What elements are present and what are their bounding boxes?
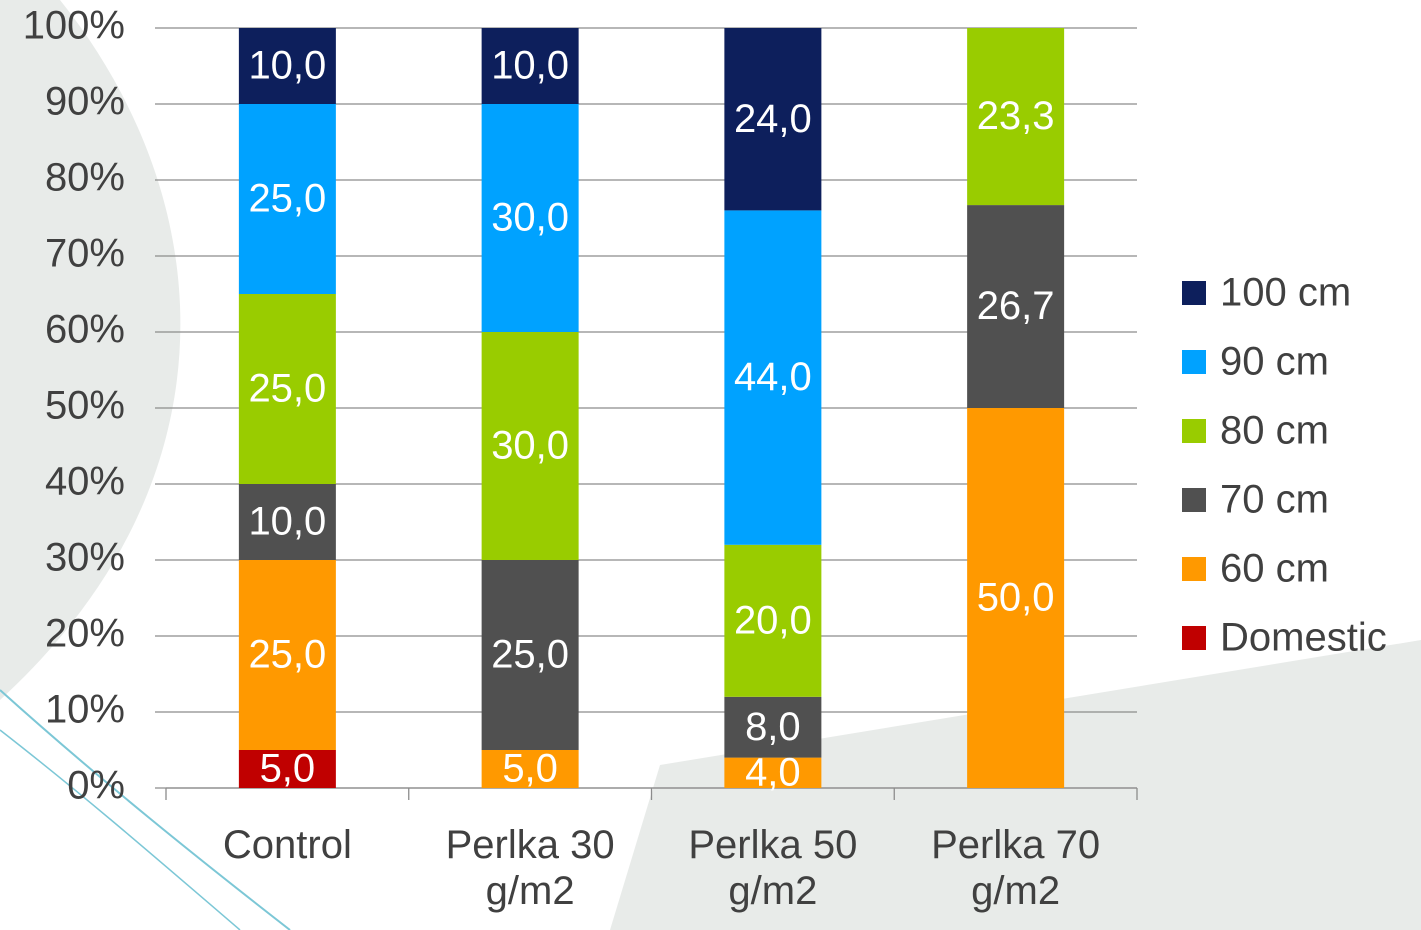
legend-label: 80 cm	[1220, 409, 1329, 453]
data-label: 50,0	[977, 576, 1055, 620]
data-label: 23,3	[977, 94, 1055, 138]
x-tick-label: Control	[177, 822, 397, 868]
y-tick-label: 0%	[67, 764, 125, 808]
data-label: 10,0	[248, 44, 326, 88]
chart: 0% 10% 20% 30% 40% 50% 60% 70% 80% 90% 100% 5,0 25,0…	[0, 0, 1421, 930]
legend-swatch	[1182, 488, 1206, 512]
data-label: 20,0	[734, 598, 812, 642]
data-label: 5,0	[502, 747, 558, 791]
x-tick-label: Perlka 50 g/m2	[663, 822, 883, 914]
legend-swatch	[1182, 626, 1206, 650]
legend-label: 100 cm	[1220, 271, 1351, 315]
y-tick-label: 90%	[45, 80, 125, 124]
y-tick-label: 70%	[45, 232, 125, 276]
y-tick-label: 100%	[23, 4, 125, 48]
legend-label: 60 cm	[1220, 547, 1329, 591]
data-label: 25,0	[491, 633, 569, 677]
y-tick-label: 20%	[45, 612, 125, 656]
data-label: 30,0	[491, 424, 569, 468]
legend-label: 70 cm	[1220, 478, 1329, 522]
data-label: 25,0	[248, 177, 326, 221]
data-label: 24,0	[734, 97, 812, 141]
y-tick-label: 60%	[45, 308, 125, 352]
y-tick-label: 80%	[45, 156, 125, 200]
legend-swatch	[1182, 281, 1206, 305]
legend-swatch	[1182, 350, 1206, 374]
legend-swatch	[1182, 419, 1206, 443]
legend-label: 90 cm	[1220, 340, 1329, 384]
data-label: 8,0	[745, 705, 801, 749]
data-label: 10,0	[248, 500, 326, 544]
background-decoration	[0, 0, 1421, 930]
data-label: 26,7	[977, 284, 1055, 328]
data-label: 25,0	[248, 633, 326, 677]
y-tick-label: 30%	[45, 536, 125, 580]
y-tick-label: 10%	[45, 688, 125, 732]
page: 0% 10% 20% 30% 40% 50% 60% 70% 80% 90% 100% 5,0 25,0…	[0, 0, 1421, 930]
data-label: 5,0	[260, 747, 316, 791]
data-label: 30,0	[491, 196, 569, 240]
y-tick-label: 50%	[45, 384, 125, 428]
x-tick-label: Perlka 70 g/m2	[906, 822, 1126, 914]
y-tick-label: 40%	[45, 460, 125, 504]
data-label: 25,0	[248, 367, 326, 411]
legend-swatch	[1182, 557, 1206, 581]
data-label: 44,0	[734, 355, 812, 399]
x-tick-label: Perlka 30 g/m2	[420, 822, 640, 914]
data-label: 10,0	[491, 44, 569, 88]
legend-label: Domestic	[1220, 616, 1387, 660]
